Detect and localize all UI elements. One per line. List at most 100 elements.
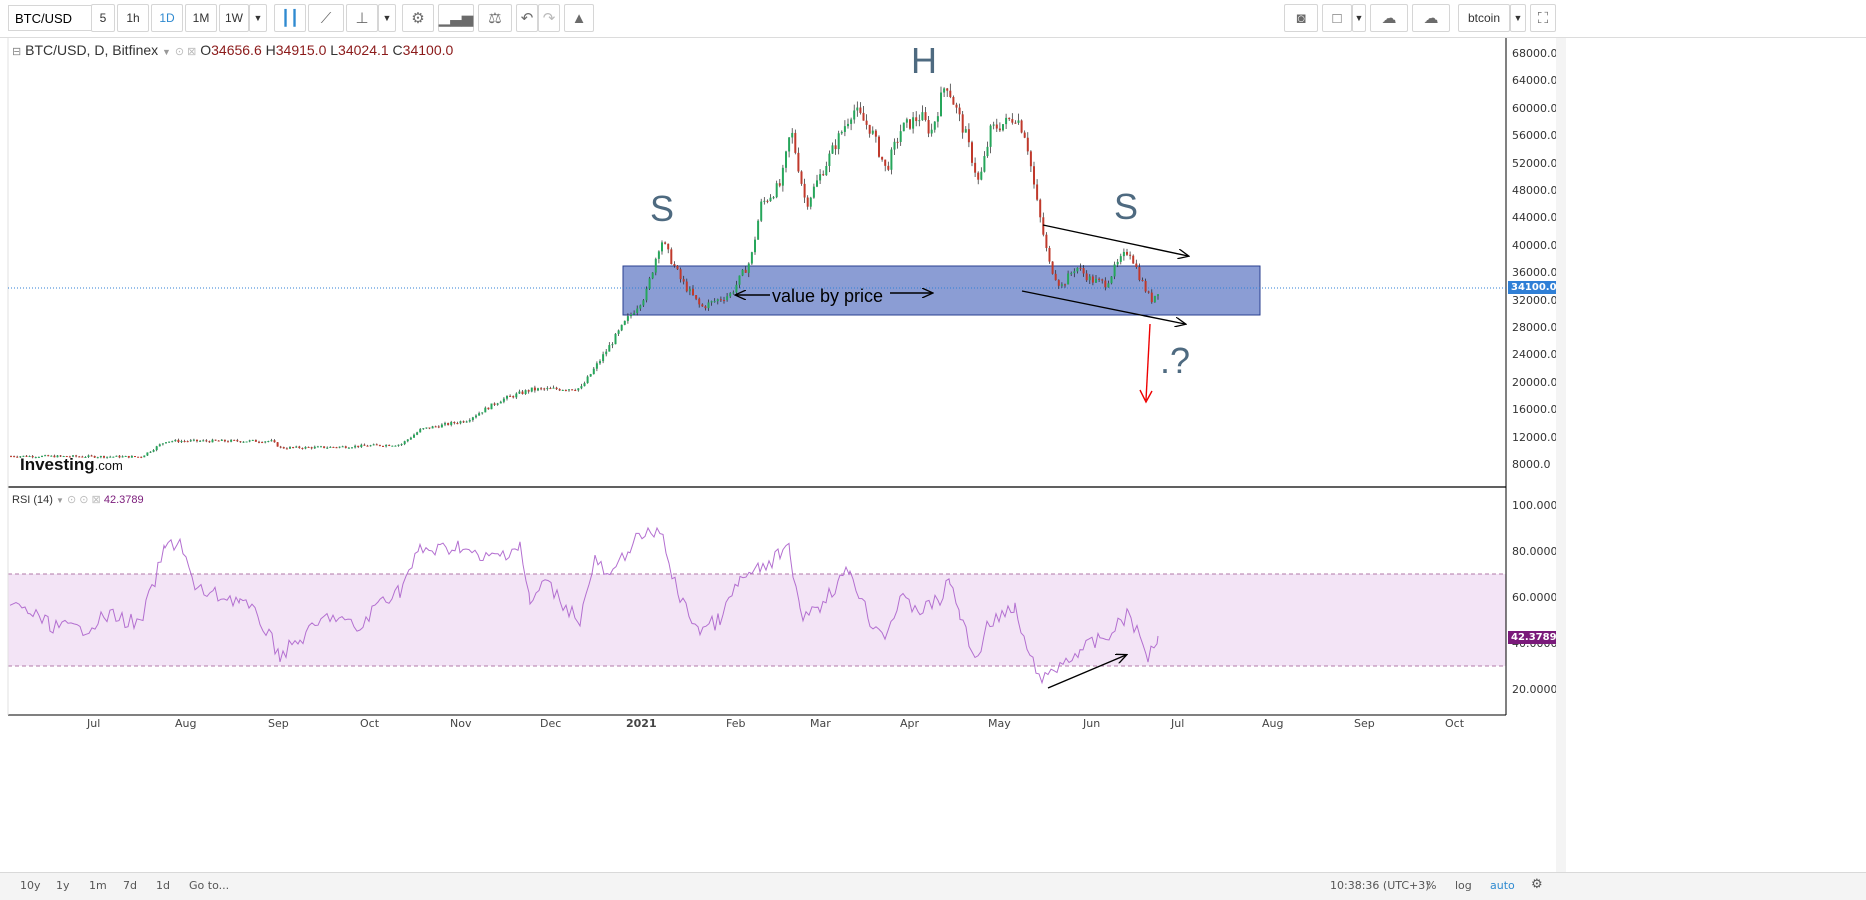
candle-body: [794, 132, 797, 153]
rsi-settings-icon[interactable]: ⊙ ⊙ ⊠: [67, 494, 101, 506]
auto-toggle[interactable]: auto: [1490, 879, 1515, 892]
cloud-load-icon[interactable]: ☁: [1370, 4, 1408, 32]
candle-body: [37, 456, 40, 458]
line-style-icon[interactable]: ⟋: [308, 4, 344, 32]
candle-body: [230, 439, 233, 442]
candle-body: [924, 112, 927, 120]
candle-body: [831, 145, 834, 154]
legend-dropdown-icon[interactable]: ▼: [162, 47, 171, 57]
interval-1m[interactable]: 1M: [185, 4, 217, 32]
candle-body: [459, 421, 462, 424]
candle-body: [468, 420, 471, 422]
candle-body: [372, 444, 375, 446]
goto-button[interactable]: Go to...: [189, 879, 230, 892]
interval-1d[interactable]: 1D: [151, 4, 183, 32]
scale-icon[interactable]: ⚖: [478, 4, 512, 32]
candle-body: [778, 183, 781, 186]
rsi-legend-dropdown-icon[interactable]: ▼: [56, 496, 64, 505]
camera-icon[interactable]: ◙: [1284, 4, 1318, 32]
candle-body: [428, 427, 431, 429]
candle-body: [853, 110, 856, 120]
candle-body: [899, 131, 902, 142]
log-toggle[interactable]: log: [1455, 879, 1472, 892]
candle-body: [1005, 117, 1008, 125]
candle-body: [388, 444, 391, 446]
candle-body: [409, 437, 412, 440]
candle-body: [971, 142, 973, 163]
value-zone-box[interactable]: [622, 265, 1261, 316]
undo-icon[interactable]: ↶: [516, 4, 538, 32]
candle-body: [360, 444, 363, 447]
candle-body: [633, 313, 636, 315]
interval-5[interactable]: 5: [91, 4, 115, 32]
candle-body: [347, 447, 350, 449]
interval-1w[interactable]: 1W: [219, 4, 249, 32]
candle-body: [1029, 151, 1032, 167]
indicator-icon[interactable]: ⊥: [346, 4, 378, 32]
candle-body: [295, 446, 298, 448]
layout-dropdown[interactable]: ▼: [1510, 4, 1526, 32]
range-1y[interactable]: 1y: [56, 879, 70, 892]
chart-settings-icon[interactable]: ⚙: [1531, 877, 1543, 892]
symbol-input[interactable]: [8, 5, 106, 31]
candle-body: [871, 130, 874, 134]
saved-layout-name[interactable]: btcoin: [1458, 4, 1510, 32]
candle-body: [143, 455, 146, 458]
interval-1h[interactable]: 1h: [117, 4, 149, 32]
right-scroll-strip[interactable]: [1556, 38, 1566, 872]
range-1d[interactable]: 1d: [156, 879, 170, 892]
time-tick: Sep: [268, 717, 289, 730]
candle-body: [397, 444, 400, 446]
redo-icon[interactable]: ↷: [538, 4, 560, 32]
candle-body: [124, 455, 127, 457]
candle-body: [50, 455, 53, 457]
square-dropdown[interactable]: ▼: [1352, 4, 1366, 32]
collapse-icon[interactable]: ⊟: [12, 46, 22, 58]
down-arrow-shaft[interactable]: [1145, 323, 1151, 401]
candle-body: [220, 439, 223, 441]
candle-body: [90, 455, 93, 457]
candle-body: [685, 281, 688, 292]
legend-settings-icon[interactable]: ⊙ ⊠: [174, 46, 197, 58]
time-tick: Nov: [450, 717, 472, 730]
candle-body: [168, 441, 171, 443]
upper-trendline[interactable]: [1042, 224, 1188, 256]
candle-body: [664, 242, 667, 244]
clock: 10:38:36 (UTC+3): [1330, 879, 1430, 892]
bars-icon[interactable]: ▁▃▅: [438, 4, 474, 32]
cloud-save-icon[interactable]: ☁: [1412, 4, 1450, 32]
alert-icon[interactable]: ▲: [564, 4, 594, 32]
range-10y[interactable]: 10y: [20, 879, 41, 892]
percent-toggle[interactable]: %: [1426, 879, 1437, 892]
fullscreen-icon[interactable]: ⛶: [1530, 4, 1556, 32]
lower-trendline[interactable]: [1021, 290, 1185, 324]
legend-low-label: L: [330, 42, 339, 58]
candle-body: [313, 446, 316, 449]
candle-body: [856, 107, 859, 111]
candle-body: [16, 456, 19, 458]
candle-body: [81, 456, 84, 458]
time-tick: Aug: [175, 717, 197, 730]
candle-body: [1017, 120, 1020, 123]
candle-body: [1135, 263, 1138, 268]
settings-icon[interactable]: ⚙: [402, 4, 434, 32]
candle-body: [961, 114, 964, 133]
range-1m[interactable]: 1m: [89, 879, 107, 892]
candle-body: [512, 396, 515, 398]
candles-icon[interactable]: ┃┃: [274, 4, 306, 32]
rsi-divergence-arrow[interactable]: [1047, 655, 1126, 689]
time-tick: Feb: [726, 717, 746, 730]
candle-body: [1107, 283, 1110, 288]
candle-body: [189, 440, 192, 442]
square-icon[interactable]: □: [1322, 4, 1352, 32]
candle-body: [692, 288, 694, 296]
candle-body: [227, 441, 229, 443]
interval-dropdown[interactable]: ▼: [249, 4, 267, 32]
candle-body: [781, 167, 784, 186]
range-7d[interactable]: 7d: [123, 879, 137, 892]
indicator-dropdown[interactable]: ▼: [378, 4, 396, 32]
candle-body: [450, 422, 453, 425]
candle-body: [1060, 284, 1063, 286]
candle-body: [298, 446, 301, 449]
